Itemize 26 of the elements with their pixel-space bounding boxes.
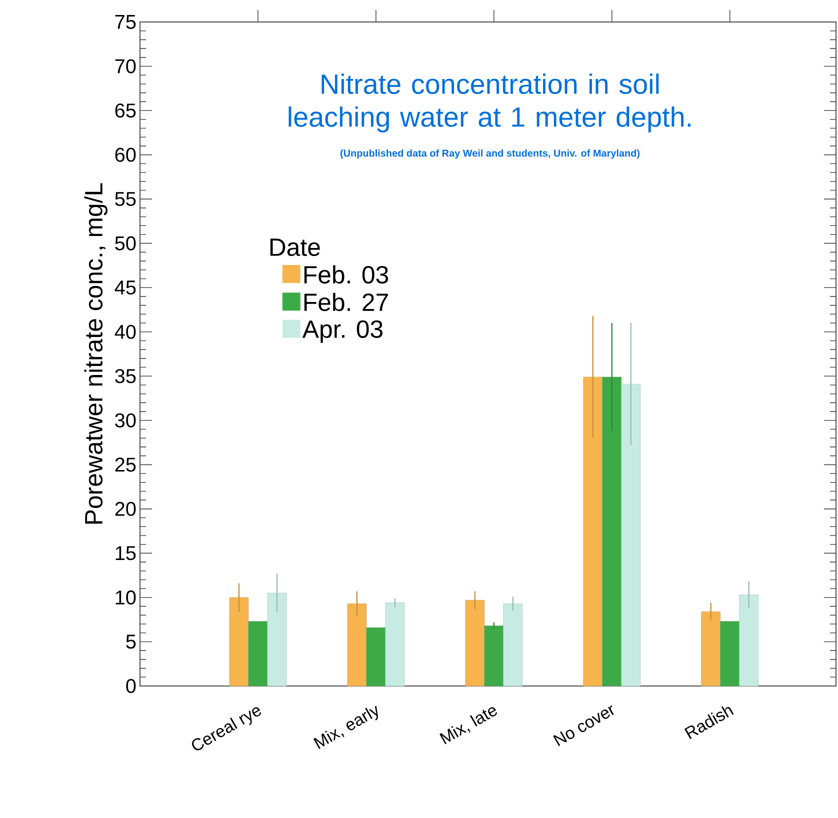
legend-label: Feb. 03 bbox=[304, 265, 388, 284]
y-tick-label: 35 bbox=[115, 369, 136, 384]
y-tick-label: 30 bbox=[115, 413, 136, 428]
y-tick-label: 50 bbox=[115, 236, 136, 250]
y-tick-label: 15 bbox=[116, 546, 136, 560]
y-tick-label: 10 bbox=[116, 590, 136, 605]
x-tick-label: No cover bbox=[553, 705, 614, 746]
legend-label: Feb. 27 bbox=[304, 292, 388, 312]
y-tick-label: 40 bbox=[114, 324, 136, 339]
text: Nitrate concentration in soil leaching water at 1 meter depth. bbox=[288, 74, 691, 132]
y-tick-label: 70 bbox=[115, 59, 136, 74]
y-axis-title: Porewatwer nitrate conc., mg/L bbox=[84, 183, 108, 524]
y-tick-label: 75 bbox=[115, 15, 136, 29]
y-tick-label: 5 bbox=[126, 634, 136, 649]
y-tick-label: 0 bbox=[126, 678, 136, 694]
legend-title: Date bbox=[270, 238, 320, 256]
y-tick-label: 55 bbox=[115, 192, 136, 206]
x-tick-label: Mix, late bbox=[440, 707, 497, 744]
y-tick-label: 60 bbox=[115, 148, 136, 162]
legend-label: Apr. 03 bbox=[302, 320, 382, 343]
x-tick-label: Mix, early bbox=[313, 706, 378, 749]
y-tick-label: 25 bbox=[115, 458, 136, 472]
y-tick-label: 65 bbox=[115, 103, 136, 118]
text: (Unpublished data of Ray Weil and students, Univ. of Maryland) bbox=[340, 149, 640, 159]
y-tick-label: 45 bbox=[114, 280, 136, 295]
y-tick-label: 20 bbox=[115, 502, 136, 516]
